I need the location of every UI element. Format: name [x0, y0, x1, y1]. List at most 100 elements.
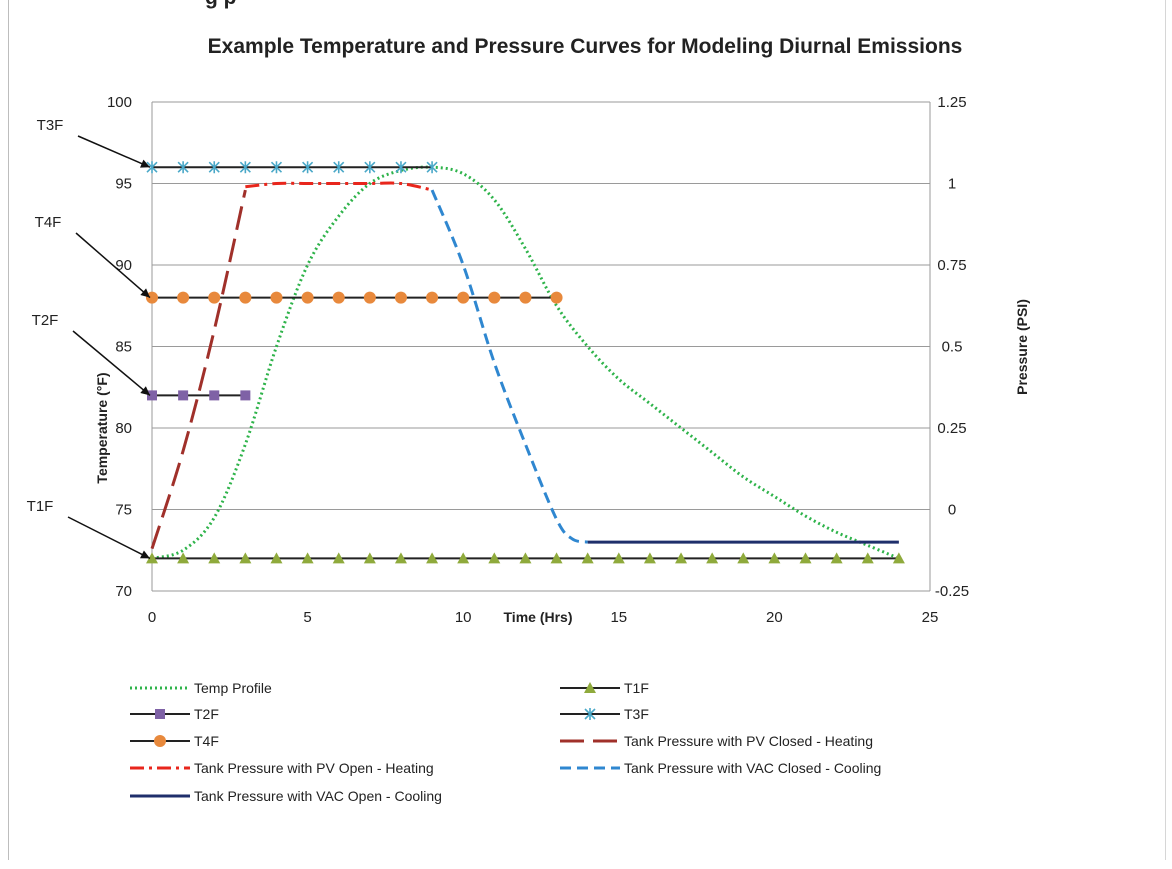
- x-tick-label: 15: [610, 609, 627, 626]
- legend-item: Tank Pressure with VAC Open - Cooling: [130, 788, 442, 804]
- y-tick-label: 70: [115, 583, 132, 600]
- y-axis-title: Temperature (°F): [94, 372, 110, 483]
- data-point: [550, 552, 563, 564]
- data-point: [208, 552, 221, 564]
- legend-label: T4F: [194, 733, 219, 749]
- data-point: [706, 552, 719, 564]
- legend-marker: [155, 709, 165, 719]
- axes: [151, 102, 931, 591]
- data-point: [239, 291, 252, 304]
- data-point: [270, 161, 283, 174]
- data-point: [892, 552, 905, 564]
- y-tick-label: 80: [115, 420, 132, 437]
- data-point: [363, 552, 376, 564]
- legend-label: Tank Pressure with PV Closed - Heating: [624, 733, 873, 749]
- legend-marker: [154, 735, 166, 747]
- data-point: [519, 291, 532, 304]
- series-4: [146, 291, 563, 304]
- data-point: [270, 291, 283, 304]
- y-tick-label: 85: [115, 339, 132, 356]
- data-point: [301, 552, 314, 564]
- y2-tick-label: 0.25: [937, 420, 966, 437]
- legend-marker: [584, 682, 596, 693]
- y-tick-label: 100: [107, 94, 132, 111]
- data-point: [394, 291, 407, 304]
- y-tick-label: 95: [115, 176, 132, 193]
- series-line: [430, 189, 588, 544]
- legend-label: T2F: [194, 706, 219, 722]
- legend-item: Tank Pressure with VAC Closed - Cooling: [560, 760, 881, 776]
- data-point: [177, 291, 190, 304]
- callout-arrow: [75, 232, 151, 299]
- data-point: [240, 390, 251, 401]
- data-point: [519, 552, 532, 564]
- data-point: [178, 390, 189, 401]
- data-point: [177, 161, 189, 174]
- data-point: [457, 552, 470, 564]
- data-point: [177, 552, 190, 564]
- data-point: [581, 552, 594, 564]
- legend-item: T1F: [560, 680, 649, 696]
- y2-tick-label: 1: [948, 176, 956, 193]
- data-point: [270, 552, 283, 564]
- y-tick-label: 75: [115, 502, 132, 519]
- chart-title: Example Temperature and Pressure Curves …: [208, 35, 963, 58]
- series-2: [147, 390, 251, 401]
- callout-label: T3F: [37, 117, 64, 134]
- legend-label: T1F: [624, 680, 649, 696]
- data-point: [426, 161, 438, 174]
- series-7: [430, 189, 588, 544]
- data-point: [239, 161, 251, 174]
- y-tick-label: 90: [115, 257, 132, 274]
- data-point: [208, 291, 221, 304]
- callout-arrowhead: [140, 288, 150, 298]
- data-point: [457, 291, 470, 304]
- legend-marker: [584, 708, 596, 720]
- page-header-fragment: g p: [205, 0, 237, 9]
- series-1: [146, 552, 905, 564]
- data-point: [147, 390, 157, 401]
- series-line: [245, 181, 433, 192]
- data-point: [643, 552, 656, 564]
- tick-labels: 70 75 80 85 90 95 100 -0.25 0 0.25 0.5 0.75 1 1.25 0 5 1…: [107, 94, 969, 626]
- y2-tick-label: -0.25: [935, 583, 969, 600]
- callout-arrowhead: [140, 550, 150, 559]
- legend-item: Tank Pressure with PV Open - Heating: [130, 760, 434, 776]
- callout-arrowhead: [140, 159, 150, 168]
- legend-label: Tank Pressure with VAC Open - Cooling: [194, 788, 442, 804]
- data-point: [861, 552, 874, 564]
- legend-item: T2F: [130, 706, 219, 722]
- data-point: [364, 161, 376, 174]
- data-point: [550, 291, 563, 304]
- series-0: [151, 165, 900, 560]
- data-point: [394, 552, 407, 564]
- y2-axis-title: Pressure (PSI): [1014, 299, 1030, 395]
- data-point: [301, 291, 314, 304]
- callout-label: T4F: [35, 214, 62, 231]
- gridlines: [152, 101, 930, 592]
- data-point: [675, 552, 688, 564]
- series-line: [151, 165, 900, 560]
- series-3: [146, 161, 438, 174]
- legend-item: T4F: [130, 733, 219, 749]
- chart-frame: [8, 0, 1166, 860]
- data-point: [146, 291, 158, 304]
- callout-label: T1F: [27, 498, 54, 515]
- data-point: [426, 552, 439, 564]
- data-point: [488, 552, 501, 564]
- legend-item: Tank Pressure with PV Closed - Heating: [560, 733, 873, 749]
- data-point: [333, 161, 345, 174]
- data-point: [488, 291, 501, 304]
- data-point: [239, 552, 252, 564]
- legend-item: Temp Profile: [130, 680, 272, 696]
- legend: Temp Profile T1F T2F T3F T4F Tank Pressure wi…: [130, 680, 881, 804]
- data-point: [146, 552, 158, 564]
- x-tick-label: 25: [922, 609, 939, 626]
- y2-tick-label: 0.75: [937, 257, 966, 274]
- data-point: [830, 552, 843, 564]
- data-point: [209, 390, 220, 401]
- y2-tick-label: 1.25: [937, 94, 966, 111]
- y2-tick-label: 0.5: [942, 339, 963, 356]
- x-tick-label: 20: [766, 609, 783, 626]
